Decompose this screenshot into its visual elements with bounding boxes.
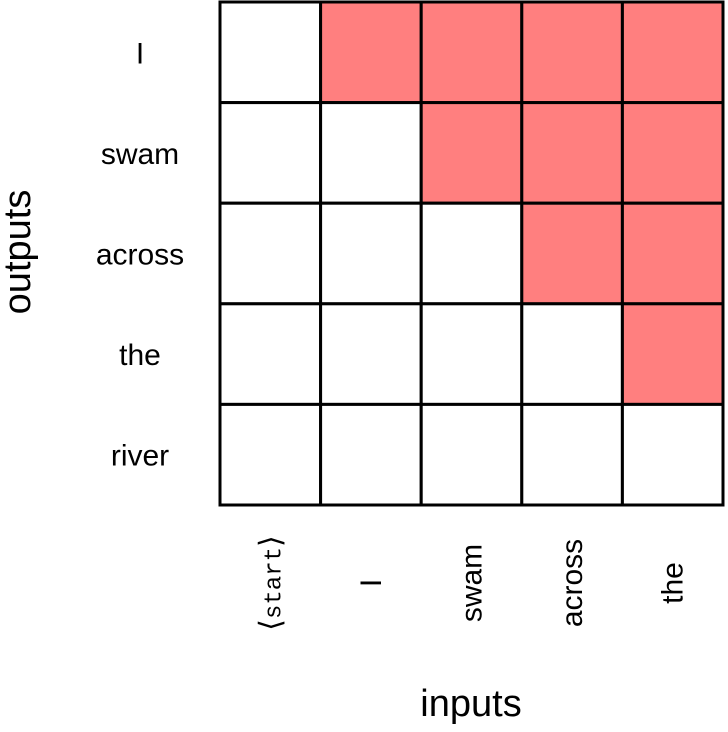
row-label: across bbox=[96, 239, 184, 272]
visible-cell bbox=[419, 201, 524, 306]
column-label: I bbox=[355, 579, 388, 587]
visible-cell bbox=[218, 302, 323, 406]
masked-cell bbox=[620, 201, 725, 306]
visible-cell bbox=[419, 402, 524, 507]
y-axis-label: outputs bbox=[0, 190, 39, 315]
masked-cell bbox=[620, 0, 725, 105]
masked-cell bbox=[620, 302, 725, 406]
column-labels: ⟨start⟩ I swam across the bbox=[254, 535, 689, 630]
x-axis-label: inputs bbox=[420, 683, 521, 725]
row-label: the bbox=[119, 339, 161, 372]
visible-cell bbox=[218, 402, 323, 507]
row-label: swam bbox=[101, 138, 179, 171]
visible-cell bbox=[218, 201, 323, 306]
visible-cell bbox=[319, 402, 423, 507]
masked-cell bbox=[520, 201, 624, 306]
column-label: ⟨start⟩ bbox=[254, 535, 288, 630]
visible-cell bbox=[520, 402, 624, 507]
visible-cell bbox=[620, 402, 725, 507]
row-label: I bbox=[136, 37, 144, 70]
visible-cell bbox=[319, 101, 423, 205]
visible-cell bbox=[319, 302, 423, 406]
column-label: swam bbox=[456, 544, 489, 622]
visible-cell bbox=[419, 302, 524, 406]
row-label: river bbox=[111, 440, 169, 473]
visible-cell bbox=[218, 101, 323, 205]
visible-cell bbox=[319, 201, 423, 306]
masked-cell bbox=[319, 0, 423, 105]
mask-grid bbox=[218, 0, 725, 507]
column-label-text: start bbox=[261, 547, 288, 619]
masked-cell bbox=[620, 101, 725, 205]
column-label-close-bracket: ⟩ bbox=[254, 535, 287, 547]
column-label: the bbox=[657, 562, 690, 604]
masked-cell bbox=[520, 101, 624, 205]
column-label: across bbox=[556, 539, 589, 627]
masked-cell bbox=[419, 0, 524, 105]
masked-cell bbox=[419, 101, 524, 205]
masked-cell bbox=[520, 0, 624, 105]
visible-cell bbox=[218, 0, 323, 105]
column-label-open-bracket: ⟨ bbox=[254, 619, 287, 631]
visible-cell bbox=[520, 302, 624, 406]
